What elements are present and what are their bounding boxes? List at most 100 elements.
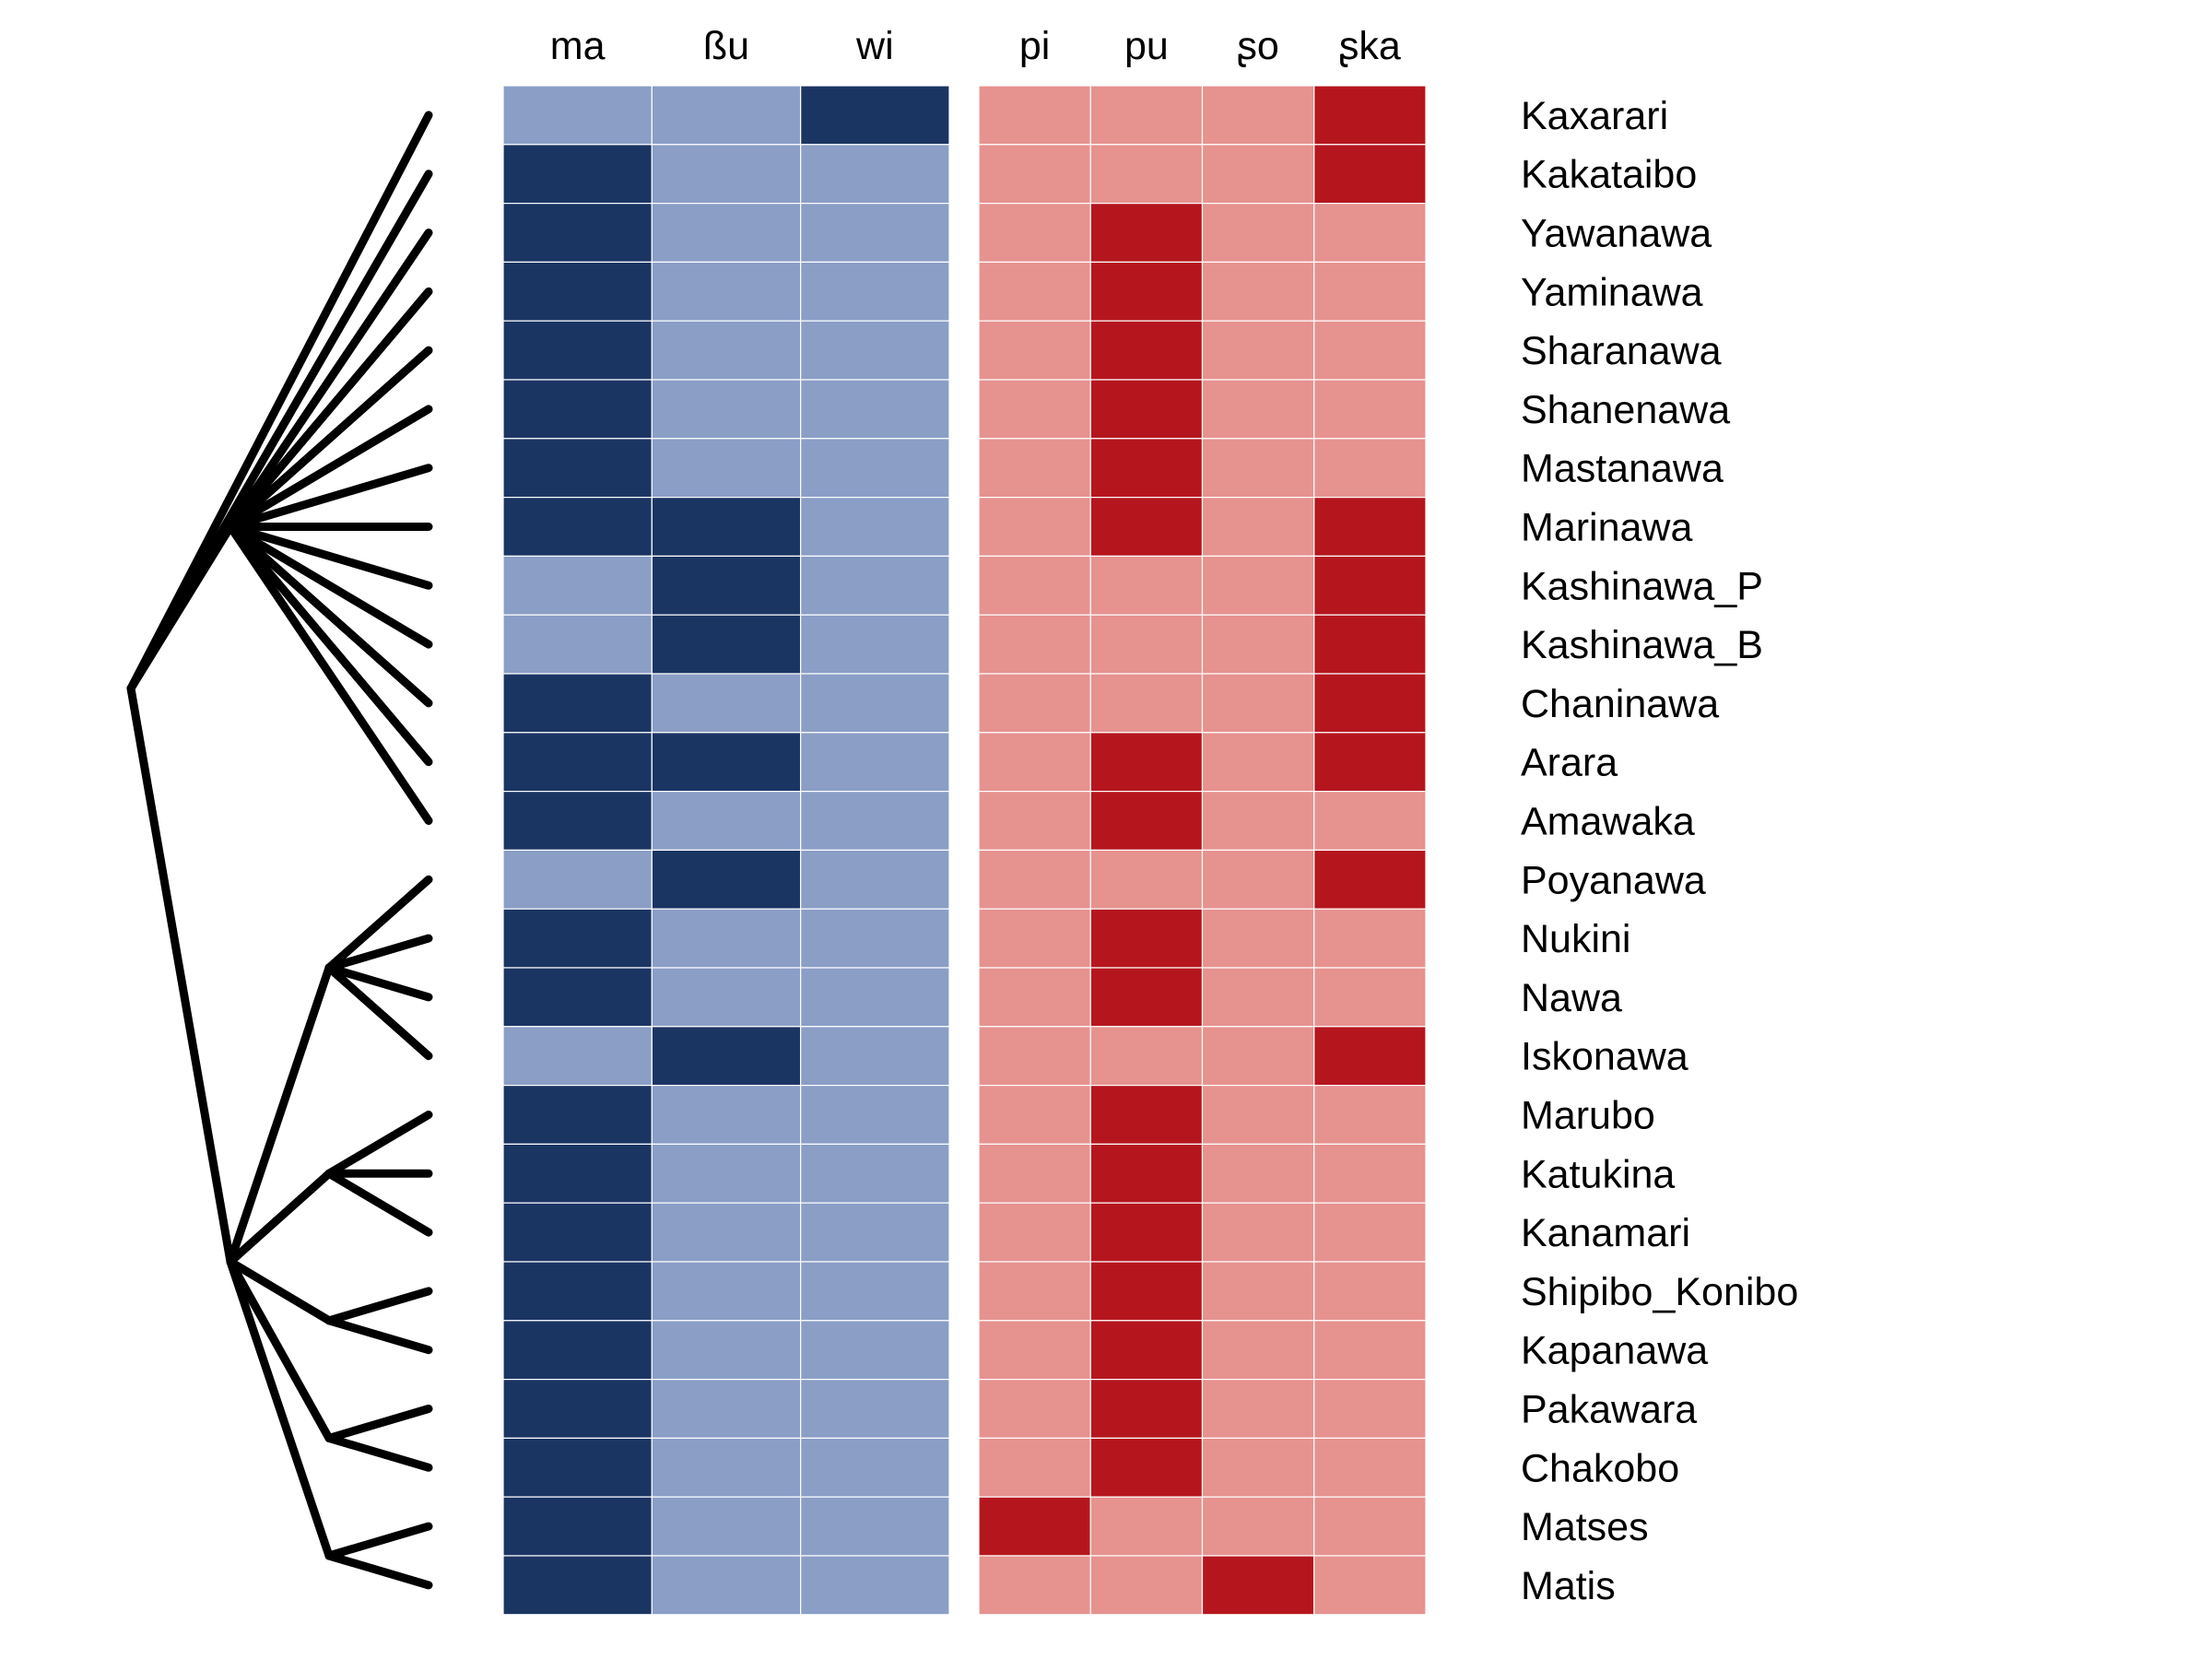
language-label: Amawaka [1521,800,1695,844]
heatmap-cell [1089,1143,1204,1204]
heatmap-cell [800,1496,950,1557]
heatmap-cell [1313,732,1427,793]
heatmap-cell [800,790,950,851]
tree-branch [324,1522,433,1560]
tree-branch [226,405,433,531]
heatmap-cell [978,1084,1091,1145]
phylogenetic-tree [126,111,433,1590]
heatmap-cell [502,1378,653,1439]
heatmap-cell [651,732,802,793]
tree-branch [324,963,433,1002]
heatmap-cell [1313,496,1427,557]
heatmap-cell [800,1320,950,1381]
heatmap-cell [1201,1378,1315,1439]
heatmap-cell [651,908,802,969]
heatmap-cell [800,967,950,1028]
heatmap-cell [651,614,802,675]
language-label: Pakawara [1521,1388,1697,1432]
tree-branch [226,464,433,531]
heatmap-cell [651,673,802,734]
heatmap-cell [800,1261,950,1322]
heatmap-cell [800,1084,950,1145]
heatmap-cell [1089,555,1204,616]
language-label: Matses [1521,1505,1649,1549]
heatmap-cell [1089,967,1204,1028]
heatmap-cell [1089,1084,1204,1145]
heatmap-cell [1201,85,1315,146]
language-label: Chakobo [1521,1446,1679,1490]
heatmap-cell [978,1378,1091,1439]
heatmap-cell [1201,1555,1315,1616]
heatmap-cell [1201,320,1315,381]
heatmap-cell [502,1143,653,1204]
heatmap-cell [651,1026,802,1087]
heatmap-cell [978,1496,1091,1557]
heatmap-cell [1089,1202,1204,1263]
heatmap-cell [502,261,653,322]
tree-branch [226,287,433,531]
tree-branch [126,684,235,1266]
heatmap-cell [800,496,950,557]
heatmap-cell [502,438,653,499]
heatmap-cell [978,790,1091,851]
heatmap-cell [1089,1555,1204,1616]
language-label: Katukina [1521,1152,1675,1196]
column-header: ma [550,24,606,68]
heatmap-cell [502,1555,653,1616]
heatmap-cell [1313,1378,1427,1439]
heatmap-cell [1313,203,1427,264]
heatmap-cell [651,1261,802,1322]
tree-branch [226,1257,334,1442]
column-header: pi [1019,24,1050,68]
heatmap-cell [1313,379,1427,440]
heatmap-cell [502,1320,653,1381]
heatmap-cell [800,261,950,322]
heatmap-cell [1089,144,1204,205]
heatmap-cell [502,614,653,675]
heatmap-cell [651,1437,802,1498]
language-label: Yaminawa [1521,270,1703,314]
heatmap-cell [978,1261,1091,1322]
heatmap-cell [978,261,1091,322]
heatmap-cell [800,1202,950,1263]
heatmap-cell [651,790,802,851]
heatmap-cell [978,320,1091,381]
heatmap-cell [978,908,1091,969]
heatmap-cell [502,203,653,264]
heatmap-cell [1201,1496,1315,1557]
heatmap-cell [978,203,1091,264]
tree-branch [324,875,433,972]
heatmap-cell [1313,1261,1427,1322]
heatmap-cell [1201,379,1315,440]
heatmap-cell [1201,614,1315,675]
heatmap-cell [502,732,653,793]
tree-branch [226,523,433,649]
heatmap-cell [800,1555,950,1616]
heatmap-cell [800,379,950,440]
heatmap-cell [1313,438,1427,499]
heatmap-cell [1313,1555,1427,1616]
language-label: Kapanawa [1521,1329,1708,1373]
heatmap-cell [502,1261,653,1322]
heatmap-cell [1313,790,1427,851]
heatmap-cell [978,1555,1091,1616]
heatmap-cell [1201,849,1315,910]
heatmap-cell [1089,1261,1204,1322]
language-label: Yawanawa [1521,212,1712,256]
heatmap-cell [651,320,802,381]
heatmap-cell [978,379,1091,440]
language-label: Marubo [1521,1094,1655,1138]
heatmap-cell [1313,1496,1427,1557]
language-label: Marinawa [1521,506,1692,550]
language-label: Kashinawa_B [1521,623,1763,667]
heatmap-cell [1201,790,1315,851]
heatmap-cell [651,849,802,910]
heatmap-cell [800,144,950,205]
heatmap-cell [1089,1378,1204,1439]
heatmap-cell [651,1143,802,1204]
tree-branch [226,1169,334,1266]
heatmap-cell [502,1437,653,1498]
heatmap-cell [800,320,950,381]
heatmap-cell [651,967,802,1028]
tree-branch [324,1433,433,1472]
